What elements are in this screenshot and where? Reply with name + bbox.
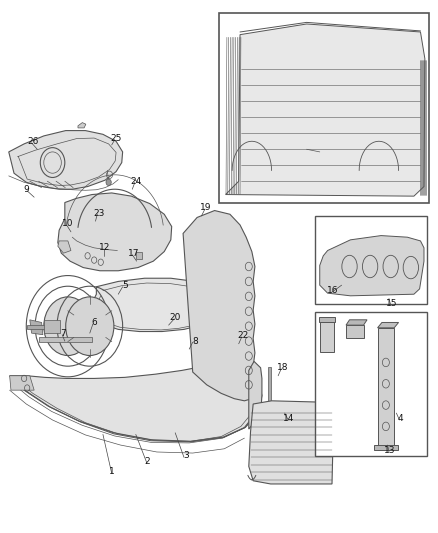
Text: 9: 9 bbox=[23, 185, 29, 193]
Text: 20: 20 bbox=[170, 313, 181, 321]
Polygon shape bbox=[320, 322, 334, 352]
Polygon shape bbox=[378, 328, 394, 450]
Text: 10: 10 bbox=[62, 220, 74, 228]
Polygon shape bbox=[319, 317, 335, 322]
Text: 8: 8 bbox=[192, 337, 198, 345]
Text: 6: 6 bbox=[91, 318, 97, 327]
Polygon shape bbox=[10, 376, 34, 390]
Polygon shape bbox=[58, 241, 71, 253]
Text: 13: 13 bbox=[384, 446, 396, 455]
Text: 12: 12 bbox=[99, 244, 111, 252]
FancyBboxPatch shape bbox=[315, 216, 427, 304]
Polygon shape bbox=[10, 362, 262, 441]
Text: 7: 7 bbox=[60, 329, 67, 337]
Text: 25: 25 bbox=[110, 134, 122, 143]
Polygon shape bbox=[346, 325, 364, 338]
Polygon shape bbox=[30, 320, 43, 335]
Text: 19: 19 bbox=[200, 204, 212, 212]
Text: 18: 18 bbox=[277, 364, 288, 372]
Polygon shape bbox=[9, 131, 123, 189]
FancyBboxPatch shape bbox=[219, 13, 429, 203]
Polygon shape bbox=[58, 193, 172, 271]
Polygon shape bbox=[249, 361, 262, 429]
Polygon shape bbox=[346, 320, 367, 325]
Text: 1: 1 bbox=[109, 467, 115, 476]
Polygon shape bbox=[249, 401, 334, 484]
Polygon shape bbox=[320, 236, 424, 296]
Text: 2: 2 bbox=[144, 457, 149, 465]
Text: 4: 4 bbox=[398, 414, 403, 423]
Polygon shape bbox=[136, 252, 142, 259]
Circle shape bbox=[66, 297, 114, 356]
Circle shape bbox=[44, 297, 92, 356]
Text: 15: 15 bbox=[386, 300, 398, 308]
Polygon shape bbox=[378, 322, 399, 328]
Text: 17: 17 bbox=[128, 249, 139, 257]
Text: 24: 24 bbox=[130, 177, 141, 185]
Circle shape bbox=[106, 179, 111, 185]
Polygon shape bbox=[91, 278, 223, 332]
Polygon shape bbox=[268, 367, 271, 417]
Text: 3: 3 bbox=[183, 451, 189, 460]
Text: 26: 26 bbox=[27, 137, 39, 146]
Polygon shape bbox=[27, 325, 46, 329]
Polygon shape bbox=[183, 211, 255, 401]
Polygon shape bbox=[39, 337, 92, 342]
Text: 14: 14 bbox=[283, 414, 295, 423]
Text: 22: 22 bbox=[237, 332, 249, 340]
Text: 23: 23 bbox=[93, 209, 104, 217]
Text: 5: 5 bbox=[122, 281, 128, 289]
Polygon shape bbox=[374, 445, 398, 450]
Polygon shape bbox=[78, 123, 86, 128]
Text: 16: 16 bbox=[327, 286, 339, 295]
Polygon shape bbox=[44, 320, 60, 333]
Polygon shape bbox=[226, 24, 425, 196]
FancyBboxPatch shape bbox=[315, 312, 427, 456]
